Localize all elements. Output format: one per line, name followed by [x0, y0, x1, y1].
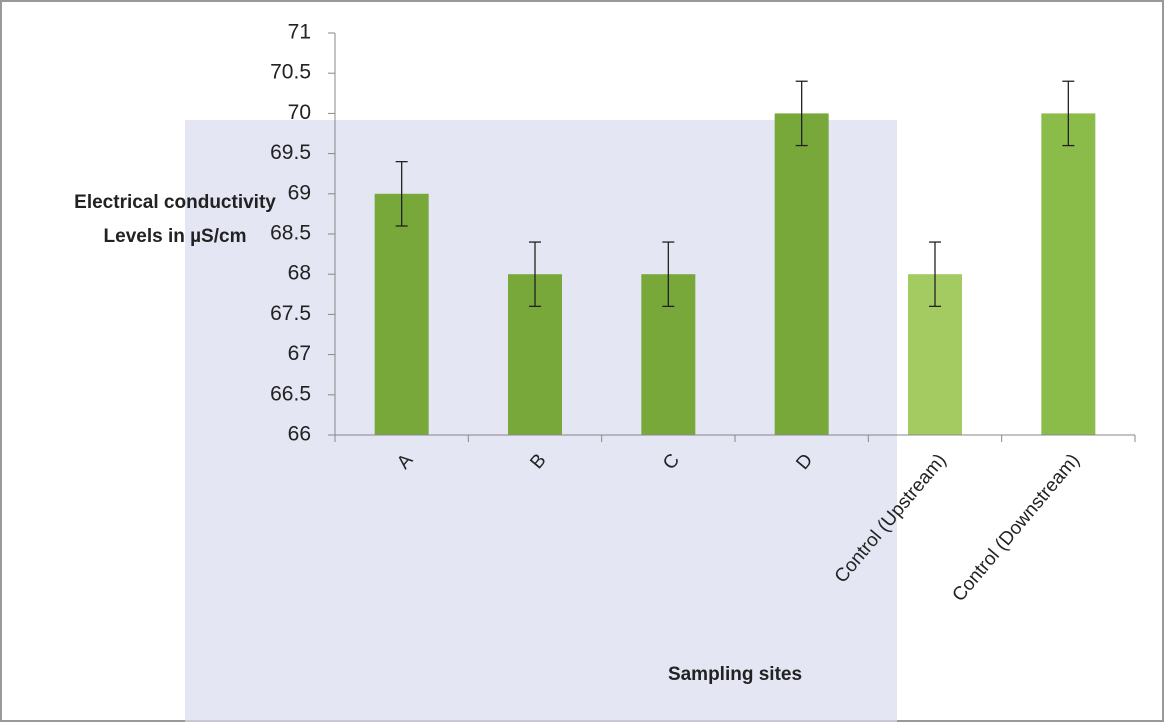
bar: [1041, 113, 1096, 436]
error-bar: [1062, 80, 1075, 147]
error-bar: [929, 241, 941, 308]
error-bar: [662, 241, 675, 308]
x-axis-title: Sampling sites: [668, 664, 802, 685]
y-tick-label: 67: [288, 342, 311, 365]
y-tick-label: 68.5: [270, 222, 311, 245]
bar: [374, 193, 429, 435]
error-bar: [795, 80, 808, 147]
y-tick-label: 66.5: [270, 382, 311, 405]
y-tick-label: 67.5: [270, 302, 311, 325]
y-tick-label: 68: [288, 262, 311, 285]
y-tick-label: 69: [288, 181, 311, 204]
y-tick-label: 70: [288, 101, 311, 124]
bar: [774, 113, 829, 436]
y-tick-label: 70.5: [270, 61, 311, 84]
y-axis-title: Electrical conductivity Levels in µS/cm: [74, 192, 276, 247]
error-bar: [529, 241, 541, 308]
error-bar: [395, 160, 408, 227]
y-tick-label: 66: [288, 423, 311, 446]
y-tick-label: 69.5: [270, 141, 311, 164]
y-tick-label: 71: [288, 21, 311, 44]
x-tick-label: Control (Downstream): [948, 450, 1084, 606]
